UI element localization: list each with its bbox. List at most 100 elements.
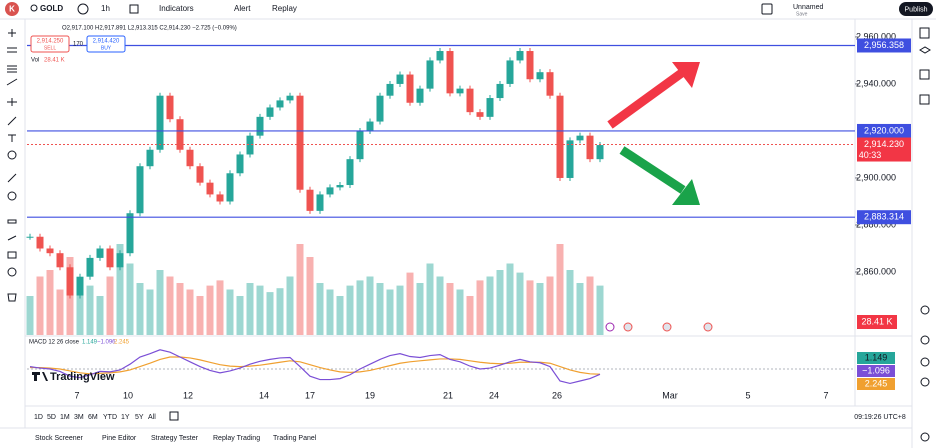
volume-bar bbox=[376, 283, 384, 335]
candle bbox=[546, 72, 554, 96]
candle bbox=[536, 72, 544, 80]
volume-bar bbox=[96, 296, 104, 335]
vol-legend-value: 28.41 K bbox=[44, 58, 65, 64]
candle bbox=[406, 74, 414, 103]
volume-bar bbox=[216, 280, 224, 335]
y-tick-label: 2,880.000 bbox=[856, 219, 896, 229]
x-tick-label: 7 bbox=[74, 390, 79, 400]
candle bbox=[56, 253, 64, 268]
compare-icon[interactable] bbox=[77, 3, 89, 15]
x-tick-label: 14 bbox=[259, 390, 269, 400]
bottom-tab[interactable]: Pine Editor bbox=[102, 435, 137, 442]
volume-bar bbox=[426, 263, 434, 335]
candle bbox=[236, 154, 244, 174]
range-button[interactable]: All bbox=[148, 414, 156, 421]
candle bbox=[576, 135, 584, 141]
volume-bar bbox=[416, 283, 424, 335]
volume-bar bbox=[456, 289, 464, 335]
up-arrowhead bbox=[672, 62, 700, 88]
drawing-tools[interactable] bbox=[6, 29, 18, 302]
volume-bar bbox=[346, 285, 354, 335]
candle bbox=[486, 98, 494, 117]
candle bbox=[466, 88, 474, 113]
interval[interactable]: 1h bbox=[101, 4, 110, 13]
bottom-tab[interactable]: Trading Panel bbox=[273, 435, 317, 442]
candle bbox=[256, 116, 264, 136]
candle bbox=[116, 253, 124, 268]
macd-axis-label: 2.245 bbox=[865, 378, 888, 388]
range-button[interactable]: 1M bbox=[60, 414, 70, 421]
volume-bar bbox=[106, 276, 114, 335]
macd-legend-value: 2.245 bbox=[114, 340, 130, 346]
candle bbox=[196, 166, 204, 183]
publish-label: Publish bbox=[905, 6, 928, 13]
volume-bar bbox=[256, 285, 264, 335]
macd-axis-box bbox=[857, 365, 895, 377]
volume-bar bbox=[326, 289, 334, 335]
last-price-box bbox=[857, 137, 911, 162]
volume-bar bbox=[596, 285, 604, 335]
layout-icon[interactable] bbox=[761, 3, 773, 15]
x-tick-label: 17 bbox=[305, 390, 315, 400]
price-line-box bbox=[857, 210, 911, 225]
candle bbox=[36, 236, 44, 249]
macd-legend: MACD 12 26 close bbox=[29, 340, 80, 346]
candle bbox=[86, 257, 94, 277]
buy-button[interactable] bbox=[86, 35, 126, 53]
candle bbox=[586, 135, 594, 160]
volume-bar bbox=[476, 280, 484, 335]
bottom-tab[interactable]: Replay Trading bbox=[213, 435, 260, 442]
candle bbox=[96, 248, 104, 258]
volume-bar bbox=[116, 244, 124, 335]
candle bbox=[456, 88, 464, 94]
macd-line bbox=[29, 349, 601, 385]
volume-bar bbox=[566, 270, 574, 335]
y-tick-label: 2,960.000 bbox=[856, 31, 896, 41]
date-range-icon[interactable] bbox=[169, 411, 179, 421]
countdown: 40:33 bbox=[859, 150, 882, 160]
price-line-box bbox=[857, 38, 911, 53]
avatar[interactable] bbox=[5, 2, 19, 16]
candle bbox=[156, 95, 164, 150]
publish-button[interactable] bbox=[899, 2, 933, 16]
range-button[interactable]: YTD bbox=[103, 414, 117, 421]
event-icons[interactable] bbox=[605, 322, 713, 332]
y-tick-label: 2,860.000 bbox=[856, 266, 896, 276]
volume-bar bbox=[316, 283, 324, 335]
volume-bar bbox=[506, 263, 514, 335]
candle bbox=[336, 185, 344, 188]
volume-bar bbox=[396, 285, 404, 335]
volume-bar bbox=[486, 276, 494, 335]
down-arrow bbox=[619, 146, 686, 194]
candle bbox=[226, 173, 234, 202]
candle bbox=[526, 51, 534, 80]
price-line-label: 2,956.358 bbox=[864, 40, 904, 50]
volume-bar bbox=[546, 276, 554, 335]
indicators-button[interactable]: Indicators bbox=[159, 4, 194, 13]
buy-price: 2,914.420 bbox=[93, 39, 120, 45]
range-button[interactable]: 1D bbox=[34, 414, 43, 421]
chart-type-icon[interactable] bbox=[129, 4, 139, 14]
range-button[interactable]: 5Y bbox=[135, 414, 144, 421]
candle bbox=[246, 135, 254, 155]
layout-name[interactable]: Unnamed bbox=[793, 4, 823, 11]
range-button[interactable]: 1Y bbox=[121, 414, 130, 421]
bottom-tab[interactable]: Stock Screener bbox=[35, 435, 84, 442]
macd-axis-box bbox=[857, 378, 895, 390]
range-button[interactable]: 5D bbox=[47, 414, 56, 421]
candle bbox=[396, 74, 404, 84]
replay-button[interactable]: Replay bbox=[272, 4, 297, 13]
bottom-tab[interactable]: Strategy Tester bbox=[151, 435, 199, 442]
search-icon[interactable] bbox=[30, 4, 38, 12]
alert-button[interactable]: Alert bbox=[234, 4, 251, 13]
symbol[interactable]: GOLD bbox=[40, 4, 63, 13]
volume-bar bbox=[406, 272, 414, 335]
range-button[interactable]: 6M bbox=[88, 414, 98, 421]
sell-button[interactable] bbox=[30, 35, 70, 53]
right-panel-icons[interactable] bbox=[919, 27, 931, 442]
volume-bar bbox=[136, 283, 144, 335]
range-button[interactable]: 3M bbox=[74, 414, 84, 421]
volume-bar bbox=[436, 276, 444, 335]
candle bbox=[46, 248, 54, 254]
candle bbox=[436, 51, 444, 61]
